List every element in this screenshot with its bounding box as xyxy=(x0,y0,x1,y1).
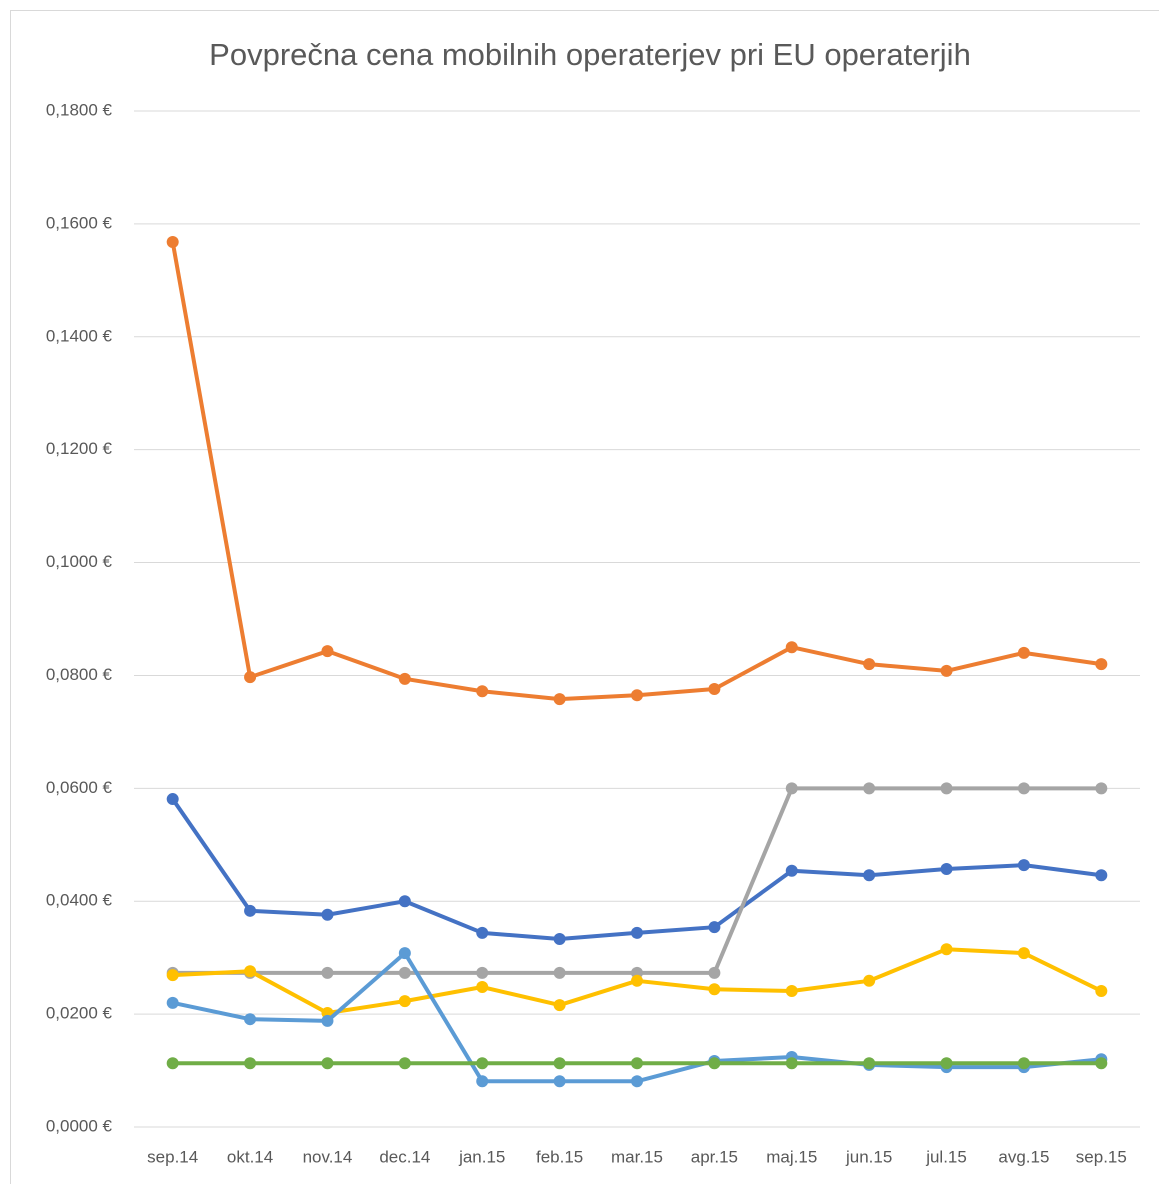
series-point xyxy=(476,1075,489,1088)
series-point xyxy=(1017,859,1030,872)
series-point xyxy=(166,969,179,982)
x-tick-label: sep.15 xyxy=(1076,1147,1127,1166)
x-tick-label: mar.15 xyxy=(611,1147,663,1166)
series-point xyxy=(476,981,489,994)
series-point xyxy=(708,921,721,934)
series-point xyxy=(863,869,876,882)
x-tick-label: maj.15 xyxy=(766,1147,817,1166)
series-point xyxy=(940,782,953,795)
series-point xyxy=(476,966,489,979)
series-point xyxy=(785,782,798,795)
series-point xyxy=(1017,1057,1030,1070)
series-point xyxy=(321,966,334,979)
series-point xyxy=(244,1057,257,1070)
series-point xyxy=(321,1014,334,1027)
x-tick-label: nov.14 xyxy=(303,1147,353,1166)
series-point xyxy=(940,664,953,677)
x-tick-label: okt.14 xyxy=(227,1147,273,1166)
series-point xyxy=(708,1057,721,1070)
series-point xyxy=(785,1057,798,1070)
series-point xyxy=(244,965,257,978)
y-tick-label: 0,1800 € xyxy=(46,100,113,119)
series-point xyxy=(785,864,798,877)
x-tick-label: feb.15 xyxy=(536,1147,583,1166)
series-point xyxy=(476,685,489,698)
series-point xyxy=(1095,869,1108,882)
series-point xyxy=(398,1057,411,1070)
series-point xyxy=(476,926,489,939)
series-point xyxy=(863,782,876,795)
series-point xyxy=(785,984,798,997)
x-tick-label: dec.14 xyxy=(379,1147,430,1166)
series-point xyxy=(166,793,179,806)
x-tick-label: jul.15 xyxy=(925,1147,967,1166)
series-point xyxy=(863,1057,876,1070)
series-point xyxy=(398,995,411,1008)
series-point xyxy=(631,1075,643,1088)
series-point xyxy=(940,1057,953,1070)
series-point xyxy=(553,1075,566,1088)
series-point xyxy=(321,645,334,658)
chart-title: Povprečna cena mobilnih operaterjev pri … xyxy=(209,37,971,72)
series-point xyxy=(1095,658,1108,671)
x-tick-label: avg.15 xyxy=(998,1147,1049,1166)
x-tick-label: jan.15 xyxy=(458,1147,505,1166)
chart-border xyxy=(10,10,1159,1184)
series-point xyxy=(166,235,179,248)
series-point xyxy=(553,1057,566,1070)
series-point xyxy=(553,999,566,1012)
y-tick-label: 0,0400 € xyxy=(46,891,113,910)
series-point xyxy=(708,682,721,695)
series-point xyxy=(785,641,798,654)
series-point xyxy=(398,672,411,685)
series-point xyxy=(708,983,721,996)
series-point xyxy=(476,1057,489,1070)
series-point xyxy=(553,693,566,706)
series-point xyxy=(398,966,411,979)
series-point xyxy=(553,966,566,979)
y-tick-label: 0,1400 € xyxy=(46,326,113,345)
y-tick-label: 0,1200 € xyxy=(46,439,113,458)
series-point xyxy=(863,658,876,671)
series-point xyxy=(940,943,953,956)
series-point xyxy=(398,895,411,908)
series-point xyxy=(708,966,721,979)
series-point xyxy=(1017,646,1030,659)
series-point xyxy=(1017,947,1030,960)
series-point xyxy=(940,863,953,876)
series-point xyxy=(631,974,643,987)
series-point xyxy=(1095,1057,1108,1070)
x-tick-label: apr.15 xyxy=(691,1147,738,1166)
y-tick-label: 0,0200 € xyxy=(46,1004,113,1023)
series-point xyxy=(166,996,179,1009)
series-point xyxy=(321,908,334,921)
series-point xyxy=(631,1057,643,1070)
series-point xyxy=(244,1013,257,1026)
series-point xyxy=(631,926,643,939)
series-point xyxy=(553,933,566,946)
series-point xyxy=(321,1057,334,1070)
series-point xyxy=(631,689,643,702)
y-tick-label: 0,1000 € xyxy=(46,552,113,571)
y-tick-label: 0,0000 € xyxy=(46,1116,113,1135)
x-tick-label: sep.14 xyxy=(147,1147,198,1166)
series-point xyxy=(863,974,876,987)
series-point xyxy=(244,904,257,917)
series-point xyxy=(1095,782,1108,795)
series-point xyxy=(398,947,411,960)
x-tick-label: jun.15 xyxy=(845,1147,892,1166)
series-point xyxy=(1017,782,1030,795)
series-point xyxy=(1095,984,1108,997)
y-tick-label: 0,0800 € xyxy=(46,665,113,684)
y-tick-label: 0,0600 € xyxy=(46,778,113,797)
y-tick-label: 0,1600 € xyxy=(46,213,113,232)
series-point xyxy=(166,1057,179,1070)
series-point xyxy=(244,671,257,684)
